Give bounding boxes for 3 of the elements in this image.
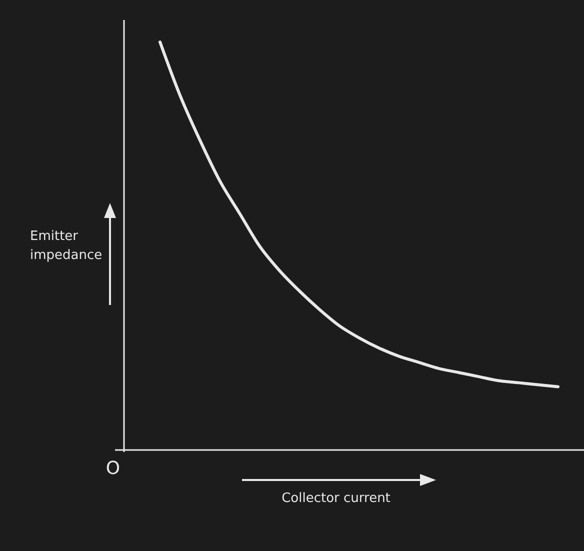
y-axis-title: Emitter impedance	[30, 229, 102, 263]
x-axis-title: Collector current	[282, 491, 390, 506]
text: O	[106, 458, 120, 479]
